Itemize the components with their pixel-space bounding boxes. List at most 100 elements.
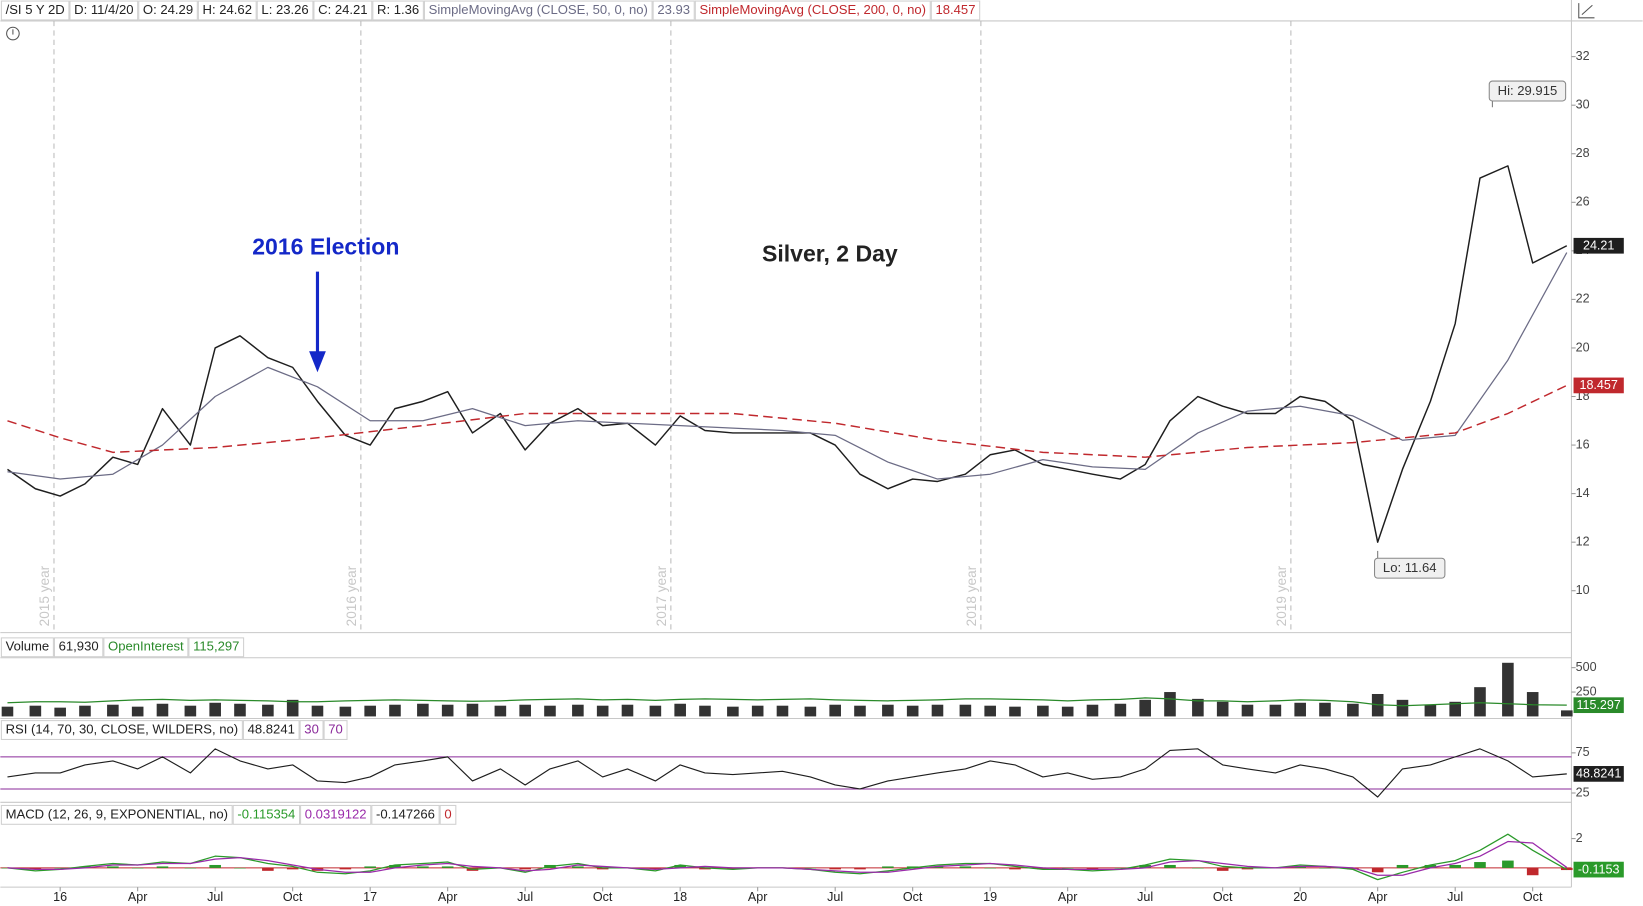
bar [1139,864,1151,868]
bar [1449,864,1461,868]
header-box [439,804,457,825]
bar [54,867,66,869]
bar [596,705,609,717]
bar [1216,701,1229,717]
bar [1216,867,1229,871]
value-tag-label: 48.8241 [1576,767,1621,781]
header-box [0,804,233,825]
value-tag [1573,697,1624,714]
bar [1061,867,1074,869]
bar [751,705,764,717]
header-box [930,0,981,21]
bar [1086,704,1099,717]
value-tag [1573,377,1624,394]
bar [339,867,352,870]
bar [262,704,274,717]
series-line [7,165,1568,543]
bar [1241,867,1254,870]
bar [286,867,299,870]
header-item: OpenInterest [108,639,184,654]
bar [29,705,42,717]
annotation-arrowhead [309,351,326,373]
bar [882,704,894,717]
annotation-box [1488,80,1567,102]
info-icon[interactable] [6,26,20,41]
header-item: 48.8241 [248,721,295,736]
bar [1502,662,1514,717]
bar [1164,692,1176,717]
year-label: 2018 year [964,565,979,626]
header-item: 18.457 [935,2,975,17]
y-tick-label: 500 [1576,660,1597,674]
header-box [138,0,198,21]
x-tick-label: Apr [128,890,148,904]
series-line [7,840,1568,876]
bar [417,866,429,868]
year-label: 2016 year [344,565,359,626]
y-tick-label: 75 [1576,745,1590,759]
bar [931,866,944,868]
header-item: 0.0319122 [305,806,367,821]
bar [1424,704,1437,717]
bar [234,703,246,717]
bar [494,705,507,717]
header-item: 0 [444,806,451,821]
bar [417,703,429,717]
x-tick-label: Oct [1213,890,1233,904]
bar [286,699,299,717]
header-item: Volume [6,639,50,654]
bar [621,704,634,717]
year-label: 2019 year [1274,565,1289,626]
bar [29,867,42,870]
bar [1294,866,1306,868]
bar [1,706,14,717]
annotation-label: Hi: 29.915 [1498,83,1558,98]
bar [519,704,531,717]
header-item: H: 24.62 [203,2,252,17]
value-tag-label: 24.21 [1583,239,1614,253]
x-tick-label: Oct [283,890,303,904]
header-box [69,0,139,21]
bar [364,866,376,868]
header-box [188,637,245,658]
chart-style-icon[interactable] [1578,3,1595,19]
bar [906,705,919,717]
header-item: -0.147266 [376,806,435,821]
bar [1241,704,1254,717]
bar [1192,867,1204,869]
bar [339,706,352,717]
annotation-label: 2016 Election [252,234,399,260]
header-box [694,0,931,21]
bar [854,705,866,717]
header-item: /SI 5 Y 2D [6,2,65,17]
bar [1061,706,1074,717]
bar [1269,704,1282,717]
bar [1192,698,1204,717]
bar [572,704,584,717]
header-item: L: 23.26 [261,2,308,17]
x-tick-label: Oct [903,890,923,904]
y-tick-label: 22 [1576,292,1590,306]
header-box [313,0,373,21]
value-tag-label: 18.457 [1579,378,1617,392]
x-tick-label: 17 [363,890,377,904]
bar [959,704,972,717]
bar [1319,702,1331,717]
y-tick-label: 26 [1576,195,1590,209]
bar [441,866,454,868]
bar [1502,860,1514,868]
bar [389,704,401,717]
bar [1396,699,1409,717]
header-item: -0.115354 [237,806,295,821]
header-item: 115,297 [193,639,239,654]
y-tick-label: 2 [1576,831,1583,845]
series-line [7,748,1567,798]
bar [649,705,662,717]
y-tick-label: 10 [1576,583,1590,597]
header-box [0,0,70,21]
bar [1347,703,1359,717]
x-tick-label: Oct [1523,890,1543,904]
x-tick-label: Apr [748,890,768,904]
header-item: 61,930 [59,639,99,654]
